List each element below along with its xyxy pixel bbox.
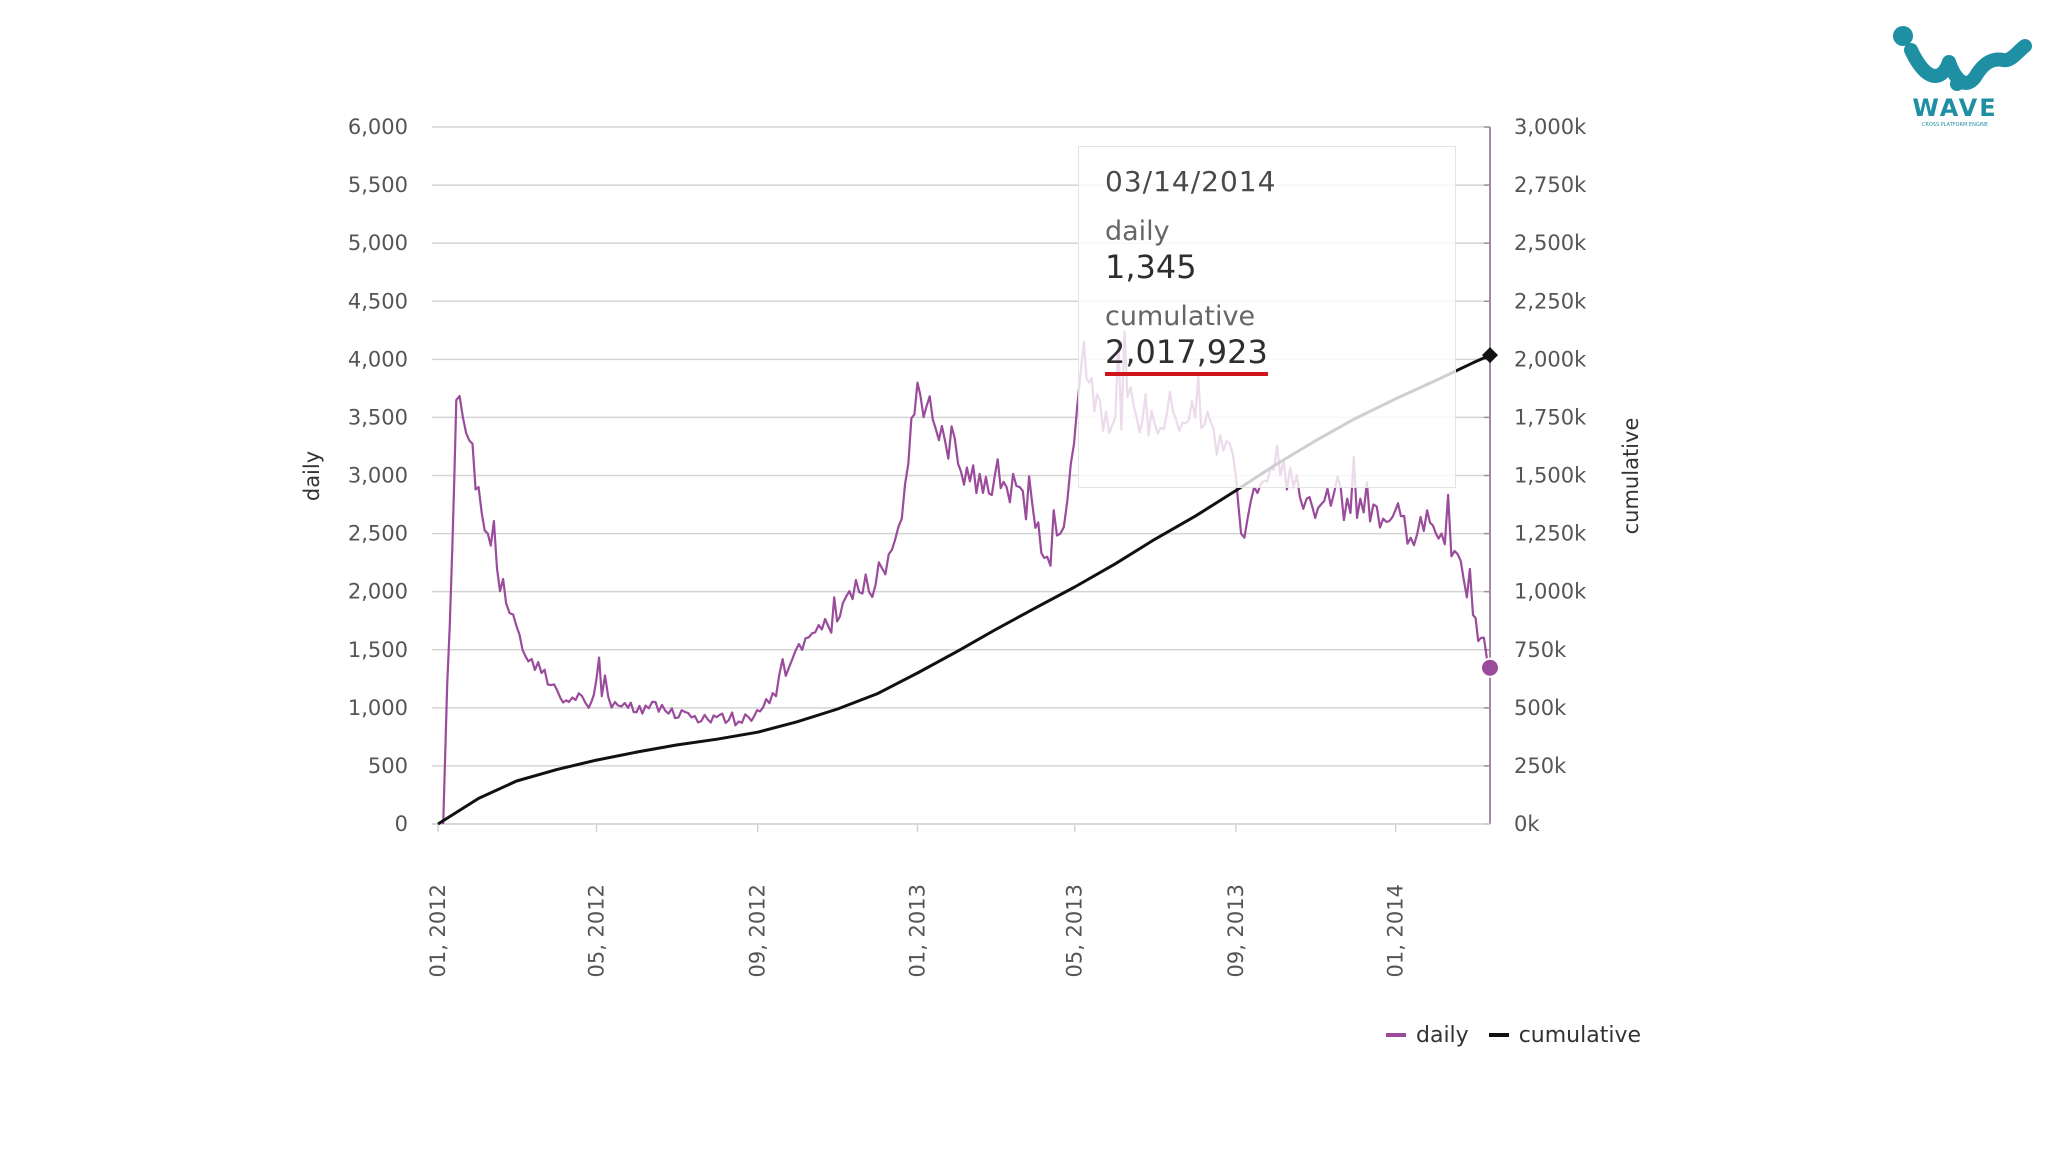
y-tick-label-right: 2,250k [1514,289,1587,313]
y-tick-label-right: 750k [1514,638,1567,662]
hover-markers [1480,347,1500,678]
y-tick-label-right: 250k [1514,754,1567,778]
y-tick-label-left: 6,000 [348,115,408,139]
y-tick-label-left: 4,500 [348,289,408,313]
series-line-daily [442,330,1492,825]
chart-tooltip: 03/14/2014 daily 1,345 cumulative 2,017,… [1078,146,1456,488]
y-tick-label-right: 0k [1514,812,1540,836]
logo-drop-icon [1950,77,1964,91]
y-tick-label-left: 3,500 [348,405,408,429]
y-tick-label-left: 5,000 [348,231,408,255]
y-axis-right: 0k 250k 500k 750k 1,000k 1,250k 1,500k 1,750k 2,… [1484,115,1587,836]
legend-item-daily[interactable]: daily [1386,1023,1469,1048]
y-tick-label-right: 1,500k [1514,464,1587,488]
y-tick-label-right: 2,750k [1514,173,1587,197]
legend-label-daily: daily [1416,1022,1469,1048]
tooltip-daily-value: 1,345 [1105,248,1197,286]
y-tick-label-right: 500k [1514,696,1567,720]
tooltip-cumulative-value: 2,017,923 [1105,332,1268,376]
x-tick-label: 05, 2012 [585,884,609,978]
y-axis-left: 0 500 1,000 1,500 2,000 2,500 3,000 3,500 4,000 4… [348,115,408,836]
logo-brand-text: WAVE [1912,94,1997,122]
cumulative-hover-marker [1482,347,1498,364]
x-tick-label: 09, 2012 [746,884,770,978]
logo-dot-icon [1893,26,1913,46]
y-tick-label-left: 1,500 [348,638,408,662]
x-axis: 01, 2012 05, 2012 09, 2012 01, 2013 05, 2013… [426,823,1490,978]
y-tick-label-right: 1,000k [1514,580,1587,604]
logo-wave-icon [1904,39,2032,90]
y-tick-label-right: 3,000k [1514,115,1587,139]
y-tick-label-right: 1,250k [1514,522,1587,546]
logo-tagline-text: CROSS PLATFORM ENGINE [1922,122,1988,128]
y-tick-label-right: 2,500k [1514,231,1587,255]
tooltip-date: 03/14/2014 [1105,165,1277,198]
y-tick-label-right: 1,750k [1514,405,1587,429]
y-axis-right-title: cumulative [1619,418,1643,535]
y-axis-left-title: daily [300,451,324,501]
tooltip-cumulative-label: cumulative [1105,301,1256,332]
y-tick-label-left: 2,000 [348,580,408,604]
y-tick-label-left: 4,000 [348,347,408,371]
legend-swatch-cumulative [1488,1033,1509,1037]
daily-hover-marker [1480,657,1500,678]
x-tick-label: 01, 2014 [1384,884,1408,978]
legend-swatch-daily [1386,1033,1406,1037]
legend-item-cumulative[interactable]: cumulative [1488,1022,1642,1048]
y-tick-label-left: 5,500 [348,173,408,197]
x-tick-label: 05, 2013 [1063,884,1087,978]
wave-logo: WAVE CROSS PLATFORM ENGINE [1893,26,2032,128]
x-tick-label: 01, 2013 [905,884,929,978]
y-tick-label-left: 1,000 [348,696,408,720]
x-tick-label: 01, 2012 [426,884,450,978]
x-tick-label: 09, 2013 [1224,884,1248,978]
series-daily [442,330,1492,825]
y-tick-label-left: 0 [395,812,408,836]
y-tick-label-left: 500 [368,754,408,778]
chart-legend: daily cumulative [1386,1018,1661,1052]
y-tick-label-left: 3,000 [348,464,408,488]
y-tick-label-right: 2,000k [1514,347,1587,371]
legend-label-cumulative: cumulative [1518,1022,1642,1048]
tooltip-daily-label: daily [1105,216,1170,247]
y-tick-label-left: 2,500 [348,522,408,546]
